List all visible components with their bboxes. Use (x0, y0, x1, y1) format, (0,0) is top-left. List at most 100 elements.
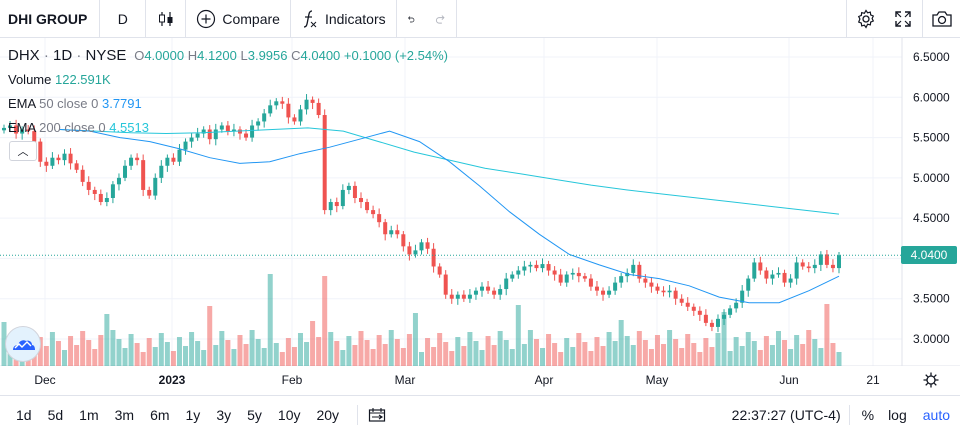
volume-bar (576, 333, 582, 366)
candle-body (274, 101, 279, 106)
volume-bar (425, 338, 431, 366)
range-1m-button[interactable]: 1m (79, 406, 99, 423)
candle-body (371, 210, 376, 215)
price-chart[interactable]: 6.5000 6.0000 5.5000 5.0000 4.5000 4.0000 3.50… (0, 38, 960, 366)
auto-toggle[interactable]: auto (922, 407, 950, 423)
candle-body (473, 290, 478, 295)
volume-bar (310, 321, 316, 366)
chart-grid (0, 38, 902, 366)
high-value: 4.1200 (197, 48, 237, 63)
volume-bar (515, 305, 521, 366)
volume-bar (122, 348, 128, 366)
candle-body (38, 141, 43, 162)
candle-body (431, 248, 436, 267)
chevron-up-icon: ︿ (17, 146, 29, 158)
range-5d-button[interactable]: 5d (47, 406, 64, 423)
candle-body (225, 125, 230, 132)
volume-bar (134, 343, 140, 366)
volume-bar (540, 348, 546, 366)
candle-body (195, 133, 200, 138)
candle-body (582, 276, 587, 279)
volume-bar (128, 334, 134, 366)
candle-body (498, 289, 503, 295)
volume-bar (412, 313, 418, 366)
low-value: 3.9956 (247, 48, 288, 63)
volume-legend[interactable]: Volume 122.591K (8, 72, 111, 87)
range-3m-button[interactable]: 3m (114, 406, 135, 423)
volume-bar (691, 343, 697, 366)
volume-bar (648, 349, 654, 366)
candle-body (443, 274, 448, 295)
candle-body (129, 157, 134, 166)
symbol-search-button[interactable]: DHI GROUP (0, 0, 101, 38)
ema50-legend[interactable]: EMA 50 close 0 3.7791 (8, 96, 142, 111)
volume-bar (594, 337, 600, 366)
volume-bar (824, 304, 830, 366)
interval-label: D (117, 10, 128, 27)
range-1d-button[interactable]: 1d (16, 406, 32, 423)
undo-button[interactable] (397, 0, 425, 38)
candle-body (171, 157, 176, 162)
range-6m-button[interactable]: 6m (150, 406, 170, 423)
volume-bar (406, 334, 412, 366)
candle-body (492, 290, 497, 295)
change-value: +0.1000 (+2.54%) (343, 48, 448, 63)
volume-bar (739, 346, 745, 366)
redo-button[interactable] (425, 0, 457, 38)
candle-body (2, 127, 6, 131)
candle-body (576, 272, 581, 277)
axis-settings-icon[interactable] (923, 372, 939, 388)
volume-bar (612, 341, 618, 366)
cloud-logo-icon (13, 340, 35, 350)
candle-body (552, 270, 557, 275)
ema200-params: 200 close 0 (39, 120, 106, 135)
time-axis[interactable]: Dec 2023 Feb Mar Apr May Jun 21 (0, 366, 960, 395)
volume-bar (812, 339, 818, 366)
clock-time[interactable]: 22:37:27 (UTC-4) (731, 407, 841, 423)
indicators-button[interactable]: Indicators (291, 0, 397, 38)
range-10y-button[interactable]: 10y (277, 406, 301, 423)
volume-bar (697, 352, 703, 366)
plus-circle-icon (197, 9, 216, 28)
candle-body (800, 262, 805, 267)
collapse-legend-button[interactable]: ︿ (9, 141, 37, 161)
settings-button[interactable] (846, 0, 884, 38)
candle-body (44, 161, 49, 166)
tradingview-logo[interactable] (5, 326, 41, 362)
candle-body (534, 264, 539, 269)
volume-bar (485, 336, 491, 366)
candle-body (286, 103, 291, 118)
close-value: 4.0400 (300, 48, 341, 63)
time-tick: 2023 (159, 373, 186, 387)
range-20y-button[interactable]: 20y (316, 406, 340, 423)
volume-bar (443, 342, 449, 366)
percent-toggle[interactable]: % (861, 407, 875, 423)
candle-body (322, 115, 327, 211)
volume-bar (219, 331, 225, 366)
volume-bar (364, 340, 370, 366)
range-3y-button[interactable]: 3y (216, 406, 232, 423)
candle-body (601, 290, 606, 295)
candle-body (607, 290, 612, 295)
date-range-button[interactable] (368, 407, 386, 423)
log-toggle[interactable]: log (888, 407, 907, 423)
candle-body (104, 198, 109, 203)
fullscreen-button[interactable] (884, 0, 922, 38)
ema200-legend[interactable]: EMA 200 close 0 4.5513 (8, 120, 149, 135)
candle-body (455, 294, 460, 299)
candle-body (231, 129, 236, 132)
time-tick: Mar (395, 373, 416, 387)
interval-button[interactable]: D (100, 0, 147, 38)
range-1y-button[interactable]: 1y (185, 406, 201, 423)
range-5y-button[interactable]: 5y (247, 406, 262, 423)
volume-bar (297, 333, 303, 366)
volume-bar (382, 344, 388, 366)
volume-bar (685, 334, 691, 366)
volume-bar (140, 352, 146, 366)
chart-type-button[interactable] (146, 0, 187, 38)
volume-bar (92, 349, 98, 366)
toolbar-right (846, 0, 960, 38)
snapshot-button[interactable] (922, 0, 960, 38)
compare-button[interactable]: Compare (186, 0, 291, 38)
candle-body (419, 242, 424, 251)
